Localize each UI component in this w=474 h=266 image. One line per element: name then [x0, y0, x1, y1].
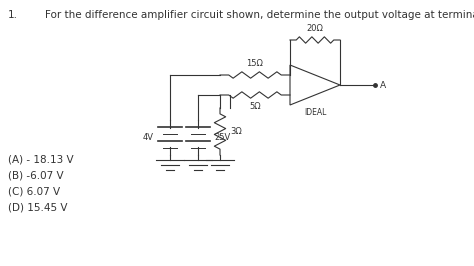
Text: 20Ω: 20Ω — [307, 24, 323, 33]
Text: (C) 6.07 V: (C) 6.07 V — [8, 187, 60, 197]
Text: 4V: 4V — [143, 133, 154, 142]
Text: (B) -6.07 V: (B) -6.07 V — [8, 171, 64, 181]
Text: IDEAL: IDEAL — [304, 108, 326, 117]
Text: For the difference amplifier circuit shown, determine the output voltage at term: For the difference amplifier circuit sho… — [45, 10, 474, 20]
Text: (A) - 18.13 V: (A) - 18.13 V — [8, 155, 73, 165]
Text: 1.: 1. — [8, 10, 18, 20]
Text: 5Ω: 5Ω — [249, 102, 261, 111]
Text: 15Ω: 15Ω — [246, 59, 264, 68]
Text: 3Ω: 3Ω — [230, 127, 242, 136]
Text: (D) 15.45 V: (D) 15.45 V — [8, 203, 67, 213]
Text: 25V: 25V — [214, 133, 230, 142]
Text: A: A — [380, 81, 386, 89]
